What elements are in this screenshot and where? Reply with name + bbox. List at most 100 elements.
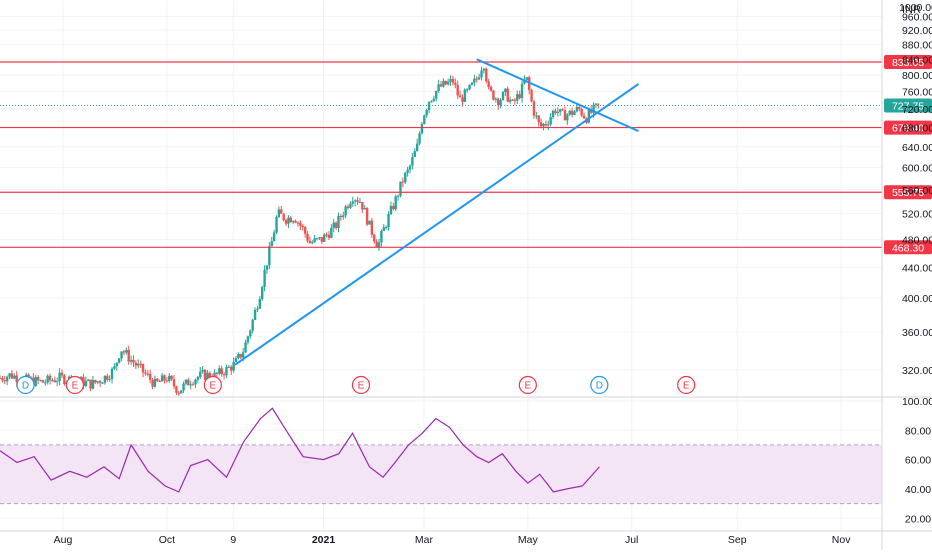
candle-body[interactable] (487, 81, 490, 88)
candle-body[interactable] (554, 110, 557, 113)
candle-body[interactable] (539, 122, 543, 127)
candle-body[interactable] (392, 205, 395, 210)
candle-body[interactable] (189, 384, 192, 386)
candle-body[interactable] (289, 217, 293, 223)
candle-body[interactable] (523, 79, 526, 84)
candle-body[interactable] (377, 242, 381, 248)
candle-body[interactable] (91, 379, 95, 389)
candle-body[interactable] (489, 87, 493, 91)
candle-body[interactable] (187, 379, 190, 386)
trendline-support[interactable] (234, 83, 640, 366)
candle-body[interactable] (241, 352, 245, 358)
candle-body[interactable] (34, 376, 37, 386)
candle-body[interactable] (435, 90, 438, 99)
candle-body[interactable] (451, 78, 455, 83)
candle-body[interactable] (525, 77, 529, 80)
candle-body[interactable] (110, 368, 114, 379)
candle-body[interactable] (234, 358, 238, 362)
candle-body[interactable] (401, 181, 405, 183)
candle-body[interactable] (141, 363, 145, 373)
candle-body[interactable] (456, 84, 459, 96)
candle-body[interactable] (444, 80, 447, 85)
candle-body[interactable] (132, 359, 135, 363)
candle-body[interactable] (15, 375, 18, 383)
candle-body[interactable] (351, 201, 354, 204)
candle-body[interactable] (518, 94, 521, 99)
candle-body[interactable] (137, 363, 140, 366)
candle-body[interactable] (98, 381, 102, 383)
candle-body[interactable] (404, 172, 407, 183)
candle-body[interactable] (413, 151, 416, 157)
candle-body[interactable] (318, 237, 321, 239)
candle-body[interactable] (294, 221, 297, 223)
event-marker-earnings[interactable] (65, 375, 85, 395)
candle-body[interactable] (108, 378, 111, 380)
candle-body[interactable] (315, 238, 319, 240)
candle-body[interactable] (127, 349, 130, 362)
candle-body[interactable] (587, 109, 590, 123)
candle-body[interactable] (84, 380, 88, 387)
candle-body[interactable] (332, 222, 335, 228)
candle-body[interactable] (194, 379, 197, 385)
candle-body[interactable] (5, 376, 9, 382)
candle-body[interactable] (313, 238, 316, 243)
candle-body[interactable] (363, 208, 366, 210)
candle-body[interactable] (504, 88, 507, 93)
candle-body[interactable] (537, 115, 540, 123)
candle-body[interactable] (423, 115, 426, 124)
candle-body[interactable] (358, 201, 362, 203)
candle-body[interactable] (172, 379, 176, 387)
candle-body[interactable] (199, 371, 202, 378)
candle-body[interactable] (342, 215, 345, 218)
candle-body[interactable] (153, 378, 157, 387)
candle-body[interactable] (473, 78, 476, 83)
candle-body[interactable] (597, 103, 600, 105)
candle-body[interactable] (308, 240, 312, 244)
candle-body[interactable] (244, 342, 247, 353)
candle-body[interactable] (292, 221, 295, 223)
candle-body[interactable] (156, 378, 159, 381)
candle-body[interactable] (10, 373, 14, 379)
candle-body[interactable] (87, 379, 90, 381)
candle-body[interactable] (249, 330, 252, 337)
candle-body[interactable] (275, 217, 278, 233)
candle-body[interactable] (89, 379, 92, 389)
event-marker-dividend[interactable] (16, 375, 35, 395)
candle-body[interactable] (168, 375, 171, 381)
candle-body[interactable] (239, 354, 242, 358)
candle-body[interactable] (160, 375, 164, 382)
candle-body[interactable] (463, 89, 467, 102)
candle-body[interactable] (582, 115, 586, 119)
candle-body[interactable] (146, 373, 149, 375)
candle-body[interactable] (113, 366, 116, 369)
candle-body[interactable] (1, 378, 4, 381)
trendlines-layer[interactable] (234, 58, 640, 366)
candle-body[interactable] (175, 386, 178, 393)
candle-body[interactable] (280, 209, 283, 214)
candle-body[interactable] (115, 362, 119, 367)
candle-body[interactable] (477, 77, 481, 80)
candle-body[interactable] (220, 368, 223, 375)
candle-body[interactable] (179, 390, 183, 394)
candle-body[interactable] (151, 379, 154, 387)
candle-body[interactable] (370, 220, 374, 235)
candle-body[interactable] (253, 309, 257, 320)
candle-body[interactable] (568, 110, 571, 115)
candle-body[interactable] (277, 209, 281, 218)
candle-body[interactable] (461, 97, 464, 102)
candle-body[interactable] (51, 380, 54, 382)
event-marker-earnings[interactable] (351, 375, 371, 395)
candle-body[interactable] (532, 101, 536, 116)
candle-body[interactable] (246, 336, 250, 343)
candle-body[interactable] (411, 156, 414, 166)
candle-body[interactable] (44, 382, 47, 384)
candle-body[interactable] (56, 381, 59, 383)
candle-body[interactable] (177, 392, 180, 394)
candle-body[interactable] (117, 358, 121, 363)
event-marker-earnings[interactable] (203, 375, 222, 395)
candle-body[interactable] (365, 208, 369, 225)
candle-body[interactable] (558, 109, 562, 112)
candle-body[interactable] (454, 82, 457, 85)
candle-body[interactable] (232, 361, 235, 371)
candle-body[interactable] (215, 372, 219, 374)
